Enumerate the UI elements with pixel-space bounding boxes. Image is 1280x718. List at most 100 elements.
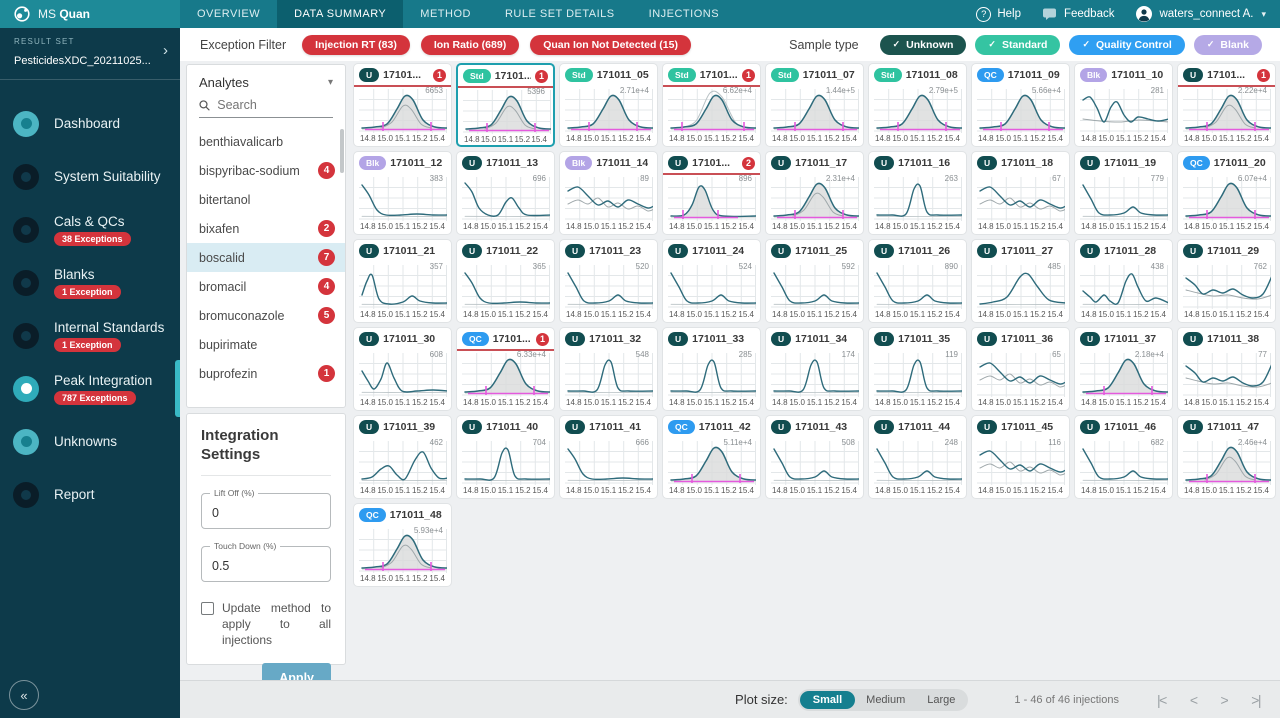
analyte-item-bromacil[interactable]: bromacil 4 <box>187 272 345 301</box>
analyte-item-bispyribac-sodium[interactable]: bispyribac-sodium 4 <box>187 156 345 185</box>
sidebar-item-peak-integration[interactable]: Peak Integration 787 Exceptions <box>0 360 180 417</box>
injection-card[interactable]: U 17101... 1 2.22e+4 14.8 15.0 15.1 15.2 15.4 <box>1177 63 1276 147</box>
touch-down-input[interactable] <box>202 546 330 581</box>
tab-rule-set-details[interactable]: RULE SET DETAILS <box>504 8 615 20</box>
axis-tick-label: 15.2 <box>618 222 634 231</box>
tab-data-summary[interactable]: DATA SUMMARY <box>277 0 404 28</box>
tab-injections[interactable]: INJECTIONS <box>648 8 720 20</box>
injection-card[interactable]: U 171011_27 485 14.8 15.0 15.1 15.2 15.4 <box>971 239 1070 323</box>
injection-card[interactable]: U 171011_13 696 14.8 15.0 15.1 15.2 15.4 <box>456 151 555 235</box>
peak-integration-icon <box>13 375 39 402</box>
pagination-next-icon[interactable]: > <box>1220 691 1229 708</box>
analyte-search-input[interactable] <box>217 98 333 112</box>
exception-filter-pill[interactable]: Ion Ratio (689) <box>420 34 520 55</box>
analyte-item-boscalid[interactable]: boscalid 7 <box>187 243 345 272</box>
analyte-item-bitertanol[interactable]: bitertanol <box>187 185 345 214</box>
injection-card[interactable]: Blk 171011_12 383 14.8 15.0 15.1 15.2 15.4 <box>353 151 452 235</box>
sidebar-item-cals-qcs[interactable]: Cals & QCs 38 Exceptions <box>0 203 180 256</box>
collapse-sidebar-button[interactable]: « <box>9 680 39 710</box>
tab-overview[interactable]: OVERVIEW <box>197 8 261 20</box>
sidebar-item-system-suitability[interactable]: System Suitability <box>0 150 180 203</box>
plot-size-option-small[interactable]: Small <box>799 690 856 709</box>
update-method-checkbox[interactable] <box>201 601 214 615</box>
injection-card[interactable]: QC 171011_48 5.93e+4 14.8 15.0 15.1 15.2 15.4 <box>353 503 452 587</box>
tab-method[interactable]: METHOD <box>420 8 471 20</box>
analyte-item-benthiavalicarb[interactable]: benthiavalicarb <box>187 127 345 156</box>
sidebar-item-dashboard[interactable]: Dashboard <box>0 97 180 150</box>
injection-card[interactable]: U 171011_22 365 14.8 15.0 15.1 15.2 15.4 <box>456 239 555 323</box>
injection-card[interactable]: U 171011_41 666 14.8 15.0 15.1 15.2 15.4 <box>559 415 658 499</box>
injection-card[interactable]: U 171011_44 248 14.8 15.0 15.1 15.2 15.4 <box>868 415 967 499</box>
injection-card[interactable]: U 171011_40 704 14.8 15.0 15.1 15.2 15.4 <box>456 415 555 499</box>
analytes-collapse-icon[interactable]: ▾ <box>327 77 333 88</box>
injection-card[interactable]: U 171011_18 67 14.8 15.0 15.1 15.2 15.4 <box>971 151 1070 235</box>
axis-tick-label: 15.4 <box>944 134 960 143</box>
injection-card[interactable]: QC 171011_09 5.66e+4 14.8 15.0 15.1 15.2 15.4 <box>971 63 1070 147</box>
injection-card[interactable]: U 171011_47 2.46e+4 14.8 15.0 15.1 15.2 15.4 <box>1177 415 1276 499</box>
analyte-item-buprofezin[interactable]: buprofezin 1 <box>187 359 345 388</box>
injection-card[interactable]: U 171011_46 682 14.8 15.0 15.1 15.2 15.4 <box>1074 415 1173 499</box>
axis-tick-label: 15.0 <box>995 486 1011 495</box>
injection-card[interactable]: U 17101... 1 6653 14.8 15.0 15.1 15.2 15.4 <box>353 63 452 147</box>
injection-card[interactable]: U 171011_16 263 14.8 15.0 15.1 15.2 15.4 <box>868 151 967 235</box>
analyte-item-bupirimate[interactable]: bupirimate <box>187 330 345 359</box>
user-menu[interactable]: waters_connect A. ▾ <box>1135 5 1266 23</box>
injection-card[interactable]: U 171011_38 77 14.8 15.0 15.1 15.2 15.4 <box>1177 327 1276 411</box>
expand-result-set-icon[interactable]: › <box>163 42 168 59</box>
injection-card[interactable]: U 171011_39 462 14.8 15.0 15.1 15.2 15.4 <box>353 415 452 499</box>
pagination-last-icon[interactable]: >| <box>1251 691 1261 708</box>
injection-card[interactable]: U 171011_19 779 14.8 15.0 15.1 15.2 15.4 <box>1074 151 1173 235</box>
injection-card[interactable]: Std 171011_08 2.79e+5 14.8 15.0 15.1 15.2 15.4 <box>868 63 967 147</box>
injection-card[interactable]: U 171011_30 608 14.8 15.0 15.1 15.2 15.4 <box>353 327 452 411</box>
result-set-name[interactable]: PesticidesXDC_20211025... <box>14 55 151 67</box>
sidebar-item-unknowns[interactable]: Unknowns <box>0 415 180 468</box>
analyte-item-bromuconazole[interactable]: bromuconazole 5 <box>187 301 345 330</box>
injection-card[interactable]: U 171011_35 119 14.8 15.0 15.1 15.2 15.4 <box>868 327 967 411</box>
injection-card[interactable]: U 171011_43 508 14.8 15.0 15.1 15.2 15.4 <box>765 415 864 499</box>
injection-card[interactable]: Blk 171011_10 281 14.8 15.0 15.1 15.2 15.4 <box>1074 63 1173 147</box>
injection-card[interactable]: U 171011_32 548 14.8 15.0 15.1 15.2 15.4 <box>559 327 658 411</box>
exception-filter-pill[interactable]: Injection RT (83) <box>302 34 410 55</box>
injection-card[interactable]: U 171011_28 438 14.8 15.0 15.1 15.2 15.4 <box>1074 239 1173 323</box>
injection-card[interactable]: U 171011_36 65 14.8 15.0 15.1 15.2 15.4 <box>971 327 1070 411</box>
sample-type-pill-blank[interactable]: ✓ Blank <box>1193 34 1262 55</box>
pagination-prev-icon[interactable]: < <box>1189 691 1198 708</box>
injection-card[interactable]: QC 17101... 1 6.33e+4 14.8 15.0 15.1 15.2 15.4 <box>456 327 555 411</box>
sample-type-pill-quality-control[interactable]: ✓ Quality Control <box>1069 34 1185 55</box>
plot-size-option-large[interactable]: Large <box>927 693 956 706</box>
sample-type-pill-unknown[interactable]: ✓ Unknown <box>879 34 967 55</box>
injection-card[interactable]: Blk 171011_14 89 14.8 15.0 15.1 15.2 15.4 <box>559 151 658 235</box>
plot-size-option-medium[interactable]: Medium <box>866 693 906 706</box>
apply-button[interactable]: Apply <box>262 663 331 680</box>
help-button[interactable]: ? Help <box>976 6 1021 22</box>
injection-card[interactable]: QC 171011_42 5.11e+4 14.8 15.0 15.1 15.2 15.4 <box>662 415 761 499</box>
injection-card[interactable]: QC 171011_20 6.07e+4 14.8 15.0 15.1 15.2 15.4 <box>1177 151 1276 235</box>
exception-filter-pill[interactable]: Quan Ion Not Detected (15) <box>530 34 691 55</box>
injection-card[interactable]: Std 171011_05 2.71e+4 14.8 15.0 15.1 15.2 15.4 <box>559 63 658 147</box>
injection-card[interactable]: U 171011_45 116 14.8 15.0 15.1 15.2 15.4 <box>971 415 1070 499</box>
injection-card[interactable]: U 171011_24 524 14.8 15.0 15.1 15.2 15.4 <box>662 239 761 323</box>
update-method-checkbox-row[interactable]: Update method to apply to all injections <box>201 600 331 649</box>
injection-card[interactable]: U 17101... 2 896 14.8 15.0 15.1 15.2 15.4 <box>662 151 761 235</box>
injection-card[interactable]: U 171011_33 285 14.8 15.0 15.1 15.2 15.4 <box>662 327 761 411</box>
sidebar-item-blanks[interactable]: Blanks 1 Exception <box>0 256 180 309</box>
feedback-button[interactable]: Feedback <box>1042 7 1114 21</box>
lift-off-input[interactable] <box>202 493 330 528</box>
injection-card[interactable]: U 171011_23 520 14.8 15.0 15.1 15.2 15.4 <box>559 239 658 323</box>
injection-card[interactable]: U 171011_29 762 14.8 15.0 15.1 15.2 15.4 <box>1177 239 1276 323</box>
analyte-list-scrollbar[interactable] <box>340 129 344 173</box>
injection-card[interactable]: Std 17101... 1 5396 14.8 15.0 15.1 15.2 15.4 <box>456 63 555 147</box>
pagination-first-icon[interactable]: |< <box>1157 691 1167 708</box>
injection-card[interactable]: Std 17101... 1 6.62e+4 14.8 15.0 15.1 15.2 15.4 <box>662 63 761 147</box>
sidebar-item-report[interactable]: Report <box>0 468 180 521</box>
analyte-item-bixafen[interactable]: bixafen 2 <box>187 214 345 243</box>
injection-card[interactable]: U 171011_21 357 14.8 15.0 15.1 15.2 15.4 <box>353 239 452 323</box>
injection-card[interactable]: U 171011_37 2.18e+4 14.8 15.0 15.1 15.2 15.4 <box>1074 327 1173 411</box>
injection-card[interactable]: U 171011_26 890 14.8 15.0 15.1 15.2 15.4 <box>868 239 967 323</box>
injection-card[interactable]: Std 171011_07 1.44e+5 14.8 15.0 15.1 15.2 15.4 <box>765 63 864 147</box>
injection-card[interactable]: U 171011_17 2.31e+4 14.8 15.0 15.1 15.2 15.4 <box>765 151 864 235</box>
injection-card[interactable]: U 171011_25 592 14.8 15.0 15.1 15.2 15.4 <box>765 239 864 323</box>
sidebar-item-internal-standards[interactable]: Internal Standards 1 Exception <box>0 309 180 362</box>
injection-card[interactable]: U 171011_34 174 14.8 15.0 15.1 15.2 15.4 <box>765 327 864 411</box>
sample-type-pill-standard[interactable]: ✓ Standard <box>975 34 1061 55</box>
